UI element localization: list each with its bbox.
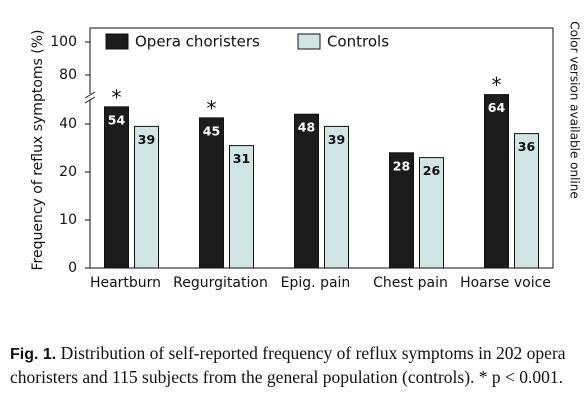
bar: [134, 125, 159, 269]
value-label: 39: [328, 132, 345, 147]
bar: [104, 106, 129, 269]
bar: [324, 125, 349, 269]
y-tick-label: 20: [59, 164, 77, 180]
bar: [389, 152, 414, 269]
y-tick-label: 0: [68, 260, 77, 276]
value-label: 64: [488, 100, 506, 115]
y-tick-label: 10: [59, 212, 77, 228]
caption-label: Fig. 1.: [10, 346, 57, 363]
significance-mark: *: [207, 96, 217, 120]
value-label: 36: [518, 139, 536, 154]
significance-mark: *: [112, 85, 122, 109]
value-label: 45: [203, 123, 220, 138]
side-note: Color version available online: [568, 21, 582, 199]
y-tick-label: 80: [59, 67, 77, 83]
legend-label: Opera choristers: [135, 33, 260, 51]
axis-break-gap: [84, 94, 96, 100]
bar: [419, 157, 444, 269]
caption: Fig. 1. Distribution of self-reported fr…: [10, 342, 570, 388]
x-tick-label: Hoarse voice: [460, 275, 551, 291]
caption-text: Distribution of self-reported frequency …: [10, 343, 566, 387]
x-tick-label: Heartburn: [90, 275, 161, 291]
bar: [484, 94, 509, 269]
value-label: 26: [423, 163, 441, 178]
x-tick-label: Chest pain: [373, 275, 448, 291]
y-axis-label: Frequency of reflux symptoms (%): [30, 30, 46, 271]
chart: Frequency of reflux symptoms (%) Color v…: [30, 21, 582, 291]
y-tick-label: 100: [50, 34, 77, 50]
value-label: 31: [233, 151, 250, 166]
value-label: 48: [298, 120, 315, 135]
significance-mark: *: [492, 73, 502, 97]
legend-swatch: [105, 33, 129, 50]
value-label: 39: [138, 132, 155, 147]
legend-label: Controls: [327, 33, 389, 51]
bar: [229, 145, 254, 269]
bar: [294, 113, 319, 269]
x-tick-label: Regurgitation: [173, 275, 268, 291]
value-label: 28: [393, 158, 410, 173]
bar: [514, 133, 539, 269]
legend-swatch: [297, 33, 321, 50]
axis-break: [84, 96, 96, 104]
x-tick-label: Epig. pain: [281, 275, 351, 291]
y-tick-label: 40: [59, 116, 77, 132]
value-label: 54: [108, 112, 126, 127]
bar: [199, 117, 224, 269]
plot-frame: [89, 27, 554, 269]
axis-break: [84, 91, 96, 99]
